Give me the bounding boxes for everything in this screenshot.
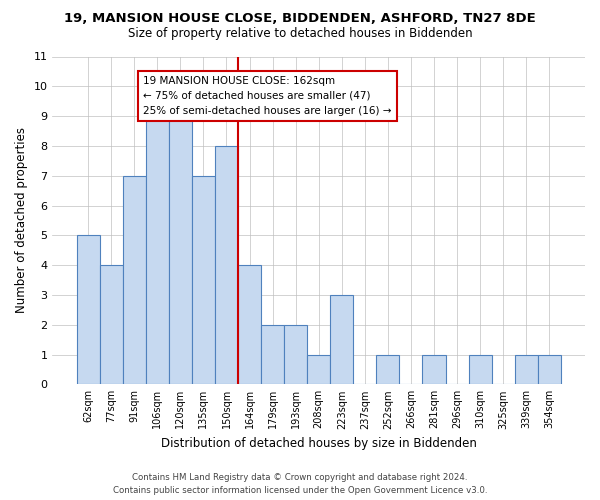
Bar: [469, 354, 491, 384]
Bar: [307, 354, 330, 384]
Bar: [146, 116, 169, 384]
Bar: [538, 354, 561, 384]
Bar: [100, 265, 123, 384]
Bar: [215, 146, 238, 384]
Bar: [261, 324, 284, 384]
X-axis label: Distribution of detached houses by size in Biddenden: Distribution of detached houses by size …: [161, 437, 476, 450]
Text: Size of property relative to detached houses in Biddenden: Size of property relative to detached ho…: [128, 28, 472, 40]
Bar: [123, 176, 146, 384]
Bar: [169, 116, 192, 384]
Bar: [192, 176, 215, 384]
Text: Contains HM Land Registry data © Crown copyright and database right 2024.
Contai: Contains HM Land Registry data © Crown c…: [113, 474, 487, 495]
Text: 19, MANSION HOUSE CLOSE, BIDDENDEN, ASHFORD, TN27 8DE: 19, MANSION HOUSE CLOSE, BIDDENDEN, ASHF…: [64, 12, 536, 26]
Bar: [376, 354, 400, 384]
Y-axis label: Number of detached properties: Number of detached properties: [15, 128, 28, 314]
Bar: [77, 236, 100, 384]
Text: 19 MANSION HOUSE CLOSE: 162sqm
← 75% of detached houses are smaller (47)
25% of : 19 MANSION HOUSE CLOSE: 162sqm ← 75% of …: [143, 76, 391, 116]
Bar: [515, 354, 538, 384]
Bar: [422, 354, 446, 384]
Bar: [238, 265, 261, 384]
Bar: [284, 324, 307, 384]
Bar: [330, 295, 353, 384]
